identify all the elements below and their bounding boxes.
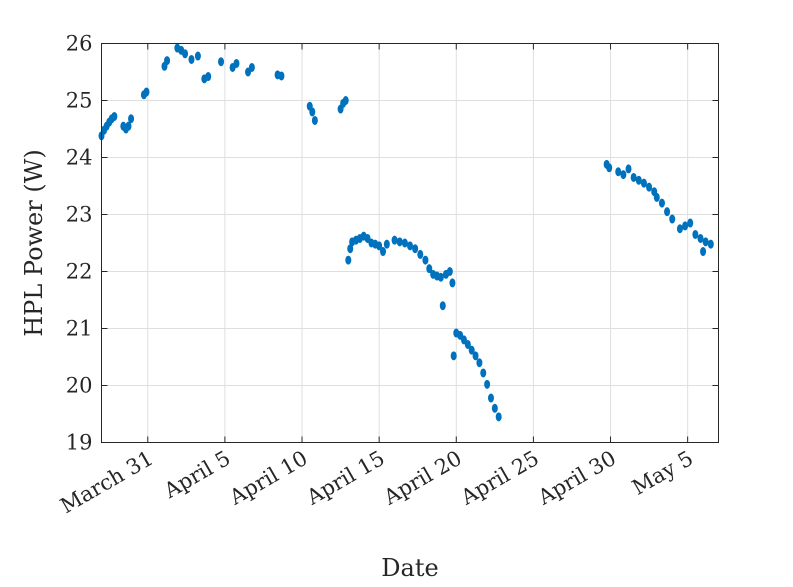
- y-tick-label: 25: [66, 89, 93, 113]
- data-point: [495, 412, 502, 422]
- data-point: [669, 214, 676, 224]
- y-tick-label: 22: [66, 260, 93, 284]
- data-point: [111, 111, 118, 121]
- y-tick-label: 20: [66, 374, 93, 398]
- data-point: [687, 218, 694, 228]
- x-tick-label: April 10: [225, 446, 312, 510]
- data-point: [309, 107, 316, 117]
- data-point: [646, 182, 653, 192]
- data-point: [218, 57, 225, 67]
- y-tick-label: 26: [66, 32, 93, 56]
- data-point: [188, 54, 195, 64]
- x-axis-label: Date: [381, 554, 438, 582]
- data-point: [449, 278, 456, 288]
- x-tick-label: April 30: [533, 446, 620, 510]
- data-point: [653, 192, 660, 202]
- data-point: [143, 87, 150, 97]
- data-point: [450, 351, 457, 361]
- data-point: [468, 345, 475, 355]
- data-point: [422, 255, 429, 265]
- data-point: [484, 379, 491, 389]
- data-point: [182, 49, 189, 59]
- data-point: [615, 167, 622, 177]
- data-point: [480, 368, 487, 378]
- x-tick-label: May 5: [628, 446, 697, 500]
- data-point: [426, 264, 433, 274]
- data-point: [692, 229, 699, 239]
- data-point: [347, 244, 354, 254]
- data-point: [635, 175, 642, 185]
- data-point: [630, 172, 637, 182]
- data-point: [278, 71, 285, 81]
- data-point: [233, 58, 240, 68]
- data-point: [464, 339, 471, 349]
- data-point: [396, 237, 403, 247]
- plot-frame: [101, 43, 719, 443]
- data-point: [682, 221, 689, 231]
- data-point: [194, 51, 201, 61]
- data-point: [342, 96, 349, 105]
- data-point: [697, 233, 704, 243]
- data-point: [625, 164, 632, 174]
- data-point: [487, 393, 494, 403]
- data-point: [125, 121, 132, 131]
- data-point: [391, 235, 398, 245]
- data-point: [376, 241, 383, 251]
- x-tick-label: March 31: [56, 446, 157, 518]
- grid-lines: [101, 43, 719, 443]
- data-point: [205, 72, 212, 82]
- y-axis-label: HPL Power (W): [20, 149, 48, 337]
- data-point: [658, 198, 665, 208]
- y-tick-label: 21: [66, 317, 93, 341]
- data-point: [248, 62, 255, 72]
- data-point: [491, 403, 498, 413]
- data-point: [311, 115, 318, 125]
- data-points: [98, 43, 714, 422]
- data-point: [417, 249, 424, 259]
- data-point: [407, 241, 413, 251]
- data-point: [380, 247, 387, 257]
- data-point: [345, 255, 352, 265]
- data-point: [412, 244, 419, 254]
- data-point: [476, 358, 483, 368]
- y-tick-label: 24: [66, 146, 93, 170]
- data-point: [446, 267, 453, 276]
- data-point: [606, 163, 613, 173]
- data-point: [472, 351, 479, 361]
- y-tick-label: 19: [66, 431, 93, 455]
- data-point: [700, 247, 707, 257]
- data-point: [620, 170, 627, 180]
- data-point: [676, 224, 683, 234]
- data-point: [437, 272, 444, 282]
- data-point: [702, 237, 709, 247]
- data-point: [664, 207, 671, 217]
- data-point: [164, 56, 171, 66]
- data-point: [439, 301, 446, 311]
- data-point: [401, 238, 408, 248]
- data-point: [640, 178, 647, 188]
- y-axis: 19 20 21 22 23 24 25 26: [66, 32, 719, 455]
- data-point: [383, 239, 390, 249]
- x-tick-label: April 5: [159, 446, 234, 503]
- x-tick-label: April 15: [302, 446, 389, 510]
- x-tick-label: April 25: [456, 446, 543, 510]
- y-tick-label: 23: [66, 203, 93, 227]
- data-point: [707, 239, 714, 249]
- data-point: [128, 114, 135, 124]
- x-tick-label: April 20: [379, 446, 466, 510]
